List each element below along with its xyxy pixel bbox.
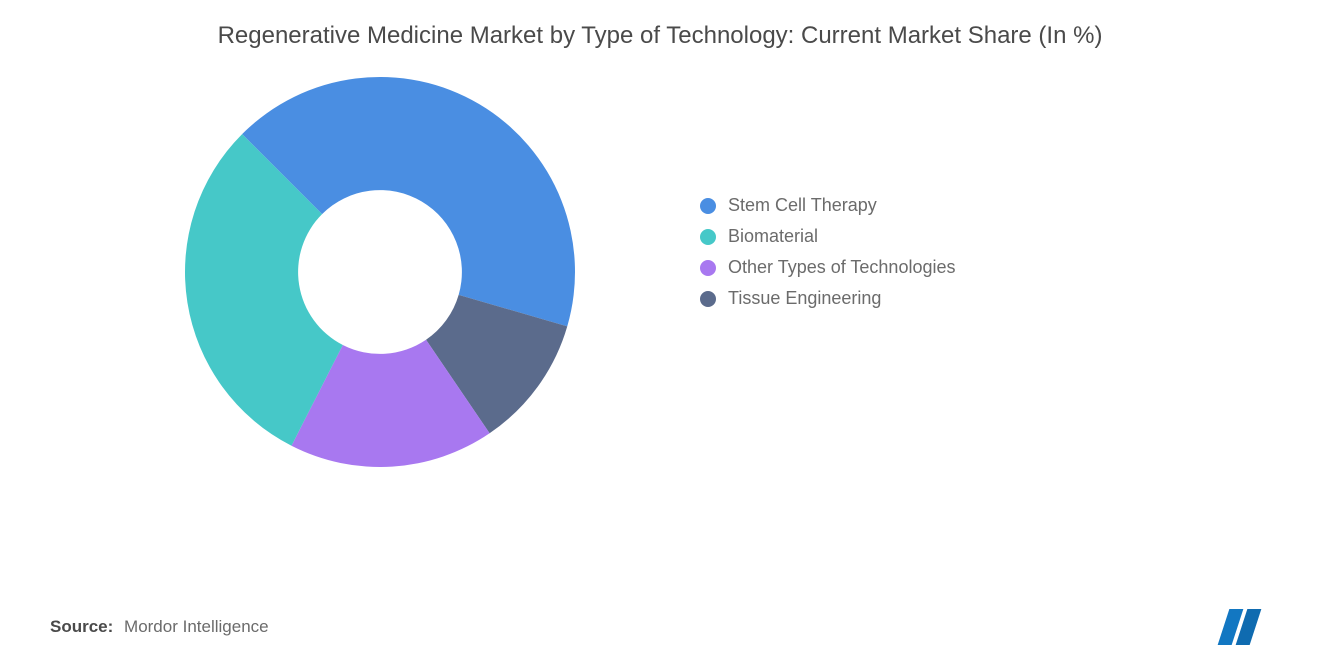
- brand-logo-svg: [1214, 607, 1270, 647]
- legend-label: Stem Cell Therapy: [728, 195, 877, 216]
- legend-swatch: [700, 291, 716, 307]
- legend: Stem Cell Therapy Biomaterial Other Types …: [700, 195, 955, 309]
- source-label: Source:: [50, 617, 113, 636]
- donut-chart: [180, 72, 580, 472]
- chart-row: Stem Cell Therapy Biomaterial Other Types …: [50, 72, 1270, 472]
- legend-item: Tissue Engineering: [700, 288, 955, 309]
- legend-item: Biomaterial: [700, 226, 955, 247]
- legend-label: Other Types of Technologies: [728, 257, 955, 278]
- chart-title: Regenerative Medicine Market by Type of …: [110, 20, 1210, 52]
- donut-svg: [180, 72, 580, 472]
- legend-swatch: [700, 260, 716, 276]
- legend-label: Tissue Engineering: [728, 288, 881, 309]
- brand-logo: [1214, 607, 1270, 647]
- source-value: Mordor Intelligence: [124, 617, 269, 636]
- chart-container: Regenerative Medicine Market by Type of …: [0, 0, 1320, 665]
- legend-label: Biomaterial: [728, 226, 818, 247]
- legend-item: Stem Cell Therapy: [700, 195, 955, 216]
- legend-swatch: [700, 229, 716, 245]
- legend-swatch: [700, 198, 716, 214]
- legend-item: Other Types of Technologies: [700, 257, 955, 278]
- source-line: Source: Mordor Intelligence: [50, 617, 269, 637]
